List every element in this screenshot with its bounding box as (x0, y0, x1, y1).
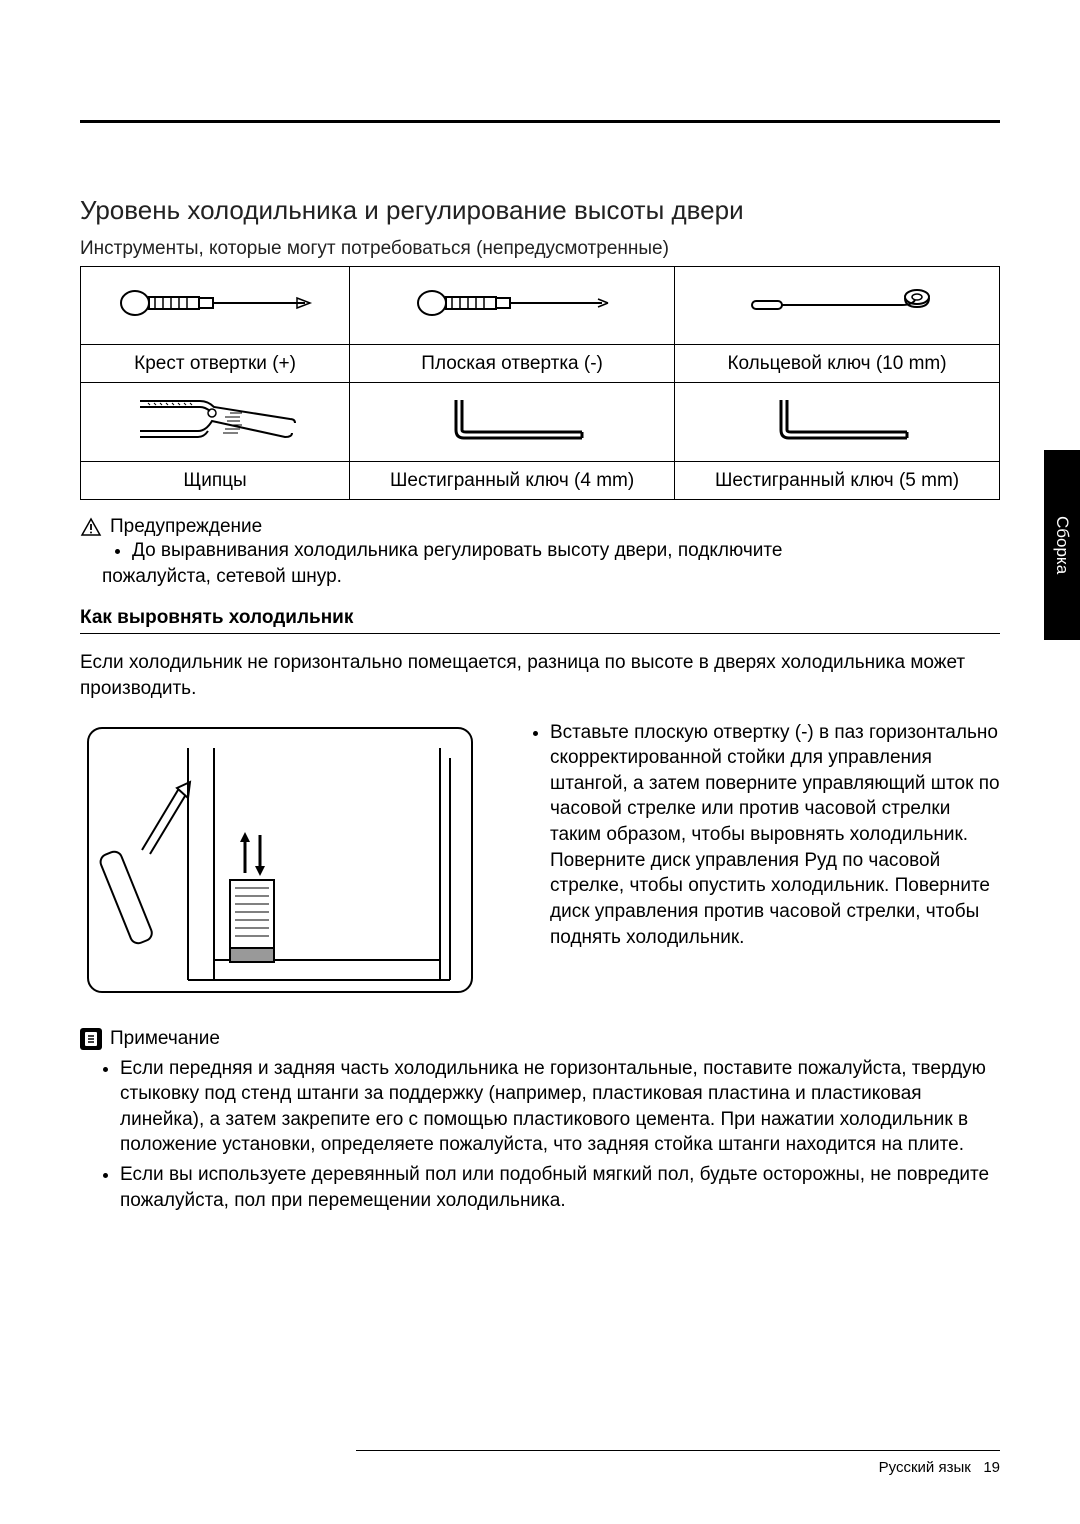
tools-subtitle: Инструменты, которые могут потребоваться… (80, 238, 1000, 260)
hex-key-4-icon (432, 392, 592, 447)
tool-label: Плоская отвертка (-) (350, 345, 675, 383)
tools-table: Крест отвертки (+) Плоская отвертка (-) … (80, 266, 1000, 500)
footer-language: Русский язык (879, 1459, 971, 1476)
tool-image-flat (350, 267, 675, 345)
tool-label: Крест отвертки (+) (81, 345, 350, 383)
tool-image-phillips (81, 267, 350, 345)
instruction-row: Вставьте плоскую отвертку (-) в паз гори… (80, 720, 1000, 1000)
tool-label: Кольцевой ключ (10 mm) (675, 345, 1000, 383)
instruction-illustration (80, 720, 480, 1000)
page-footer: Русский язык 19 (80, 1450, 1000, 1476)
tool-image-hex-4 (350, 383, 675, 462)
tool-label: Шестигранный ключ (4 mm) (350, 462, 675, 500)
subsection-title: Как выровнять холодильник (80, 607, 1000, 634)
hex-key-5-icon (757, 392, 917, 447)
tool-label: Щипцы (81, 462, 350, 500)
phillips-screwdriver-icon (115, 283, 315, 323)
tool-label: Шестигранный ключ (5 mm) (675, 462, 1000, 500)
warning-block: Предупреждение До выравнивания холодильн… (80, 516, 1000, 589)
footer-page-number: 19 (983, 1459, 1000, 1476)
note-item: Если передняя и задняя часть холодильник… (120, 1056, 1000, 1159)
warning-title: Предупреждение (110, 516, 262, 538)
socket-wrench-icon (737, 283, 937, 323)
warning-icon (80, 517, 102, 537)
warning-item: До выравнивания холодильника регулироват… (132, 538, 1000, 564)
note-item: Если вы используете деревянный пол или п… (120, 1162, 1000, 1213)
tool-image-hex-5 (675, 383, 1000, 462)
tool-image-socket-wrench (675, 267, 1000, 345)
note-title: Примечание (110, 1028, 220, 1050)
note-icon (80, 1028, 102, 1050)
warning-continuation: пожалуйста, сетевой шнур. (80, 564, 1000, 590)
section-title: Уровень холодильника и регулирование выс… (80, 195, 1000, 226)
flat-screwdriver-icon (412, 283, 612, 323)
side-tab: Сборка (1044, 450, 1080, 640)
tool-image-pliers (81, 383, 350, 462)
instruction-bullet: Вставьте плоскую отвертку (-) в паз гори… (550, 720, 1000, 951)
pliers-icon (130, 389, 300, 449)
body-text: Если холодильник не горизонтально помеща… (80, 650, 1000, 701)
note-block: Примечание Если передняя и задняя часть … (80, 1028, 1000, 1214)
